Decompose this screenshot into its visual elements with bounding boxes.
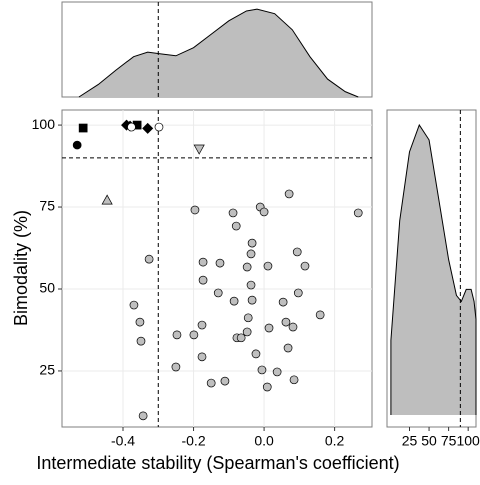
- point: [213, 288, 223, 298]
- point: [136, 336, 146, 346]
- x-tick-label: 0.2: [325, 433, 345, 449]
- point: [300, 261, 310, 271]
- point: [353, 208, 363, 218]
- point: [246, 280, 256, 290]
- point: [189, 330, 199, 340]
- point: [198, 257, 208, 267]
- panel: [61, 109, 373, 428]
- point: [206, 378, 216, 388]
- y-tick-label: 100: [32, 116, 56, 132]
- point: [154, 122, 164, 132]
- y-axis-title: Bimodality (%): [11, 210, 31, 326]
- point: [220, 376, 230, 386]
- point: [283, 343, 293, 353]
- point: [259, 207, 269, 217]
- point: [127, 122, 136, 132]
- point: [247, 238, 257, 248]
- point: [264, 323, 274, 333]
- point: [229, 296, 239, 306]
- density-area: [78, 9, 359, 97]
- x-tick-label: -0.2: [181, 433, 205, 449]
- y-tick-label: 75: [39, 198, 55, 214]
- point: [172, 330, 182, 340]
- point: [289, 375, 299, 385]
- point: [228, 208, 238, 218]
- x-tick-label: 0.0: [254, 433, 274, 449]
- density-line: [78, 8, 359, 98]
- point: [288, 322, 298, 332]
- point: [247, 295, 257, 305]
- point: [72, 140, 82, 150]
- point: [231, 221, 241, 231]
- point: [242, 327, 252, 337]
- point: [272, 367, 282, 377]
- point: [246, 249, 256, 259]
- point: [251, 349, 261, 359]
- point: [242, 262, 252, 272]
- x-tick-label: -0.4: [111, 433, 135, 449]
- point: [197, 352, 207, 362]
- y-tick-label: 50: [39, 280, 55, 296]
- x-tick-label: 100: [456, 433, 480, 449]
- x-tick-label: 75: [441, 433, 457, 449]
- point: [278, 297, 288, 307]
- point: [78, 123, 88, 133]
- point: [190, 205, 200, 215]
- point: [142, 122, 154, 134]
- point: [144, 254, 154, 264]
- density-area: [390, 124, 476, 416]
- density-line: [390, 123, 477, 416]
- point: [171, 362, 181, 372]
- point: [257, 365, 267, 375]
- y-tick-label: 25: [39, 362, 55, 378]
- point: [263, 261, 273, 271]
- point: [135, 317, 145, 327]
- point: [262, 382, 272, 392]
- x-tick-label: 25: [402, 433, 418, 449]
- x-axis-title: Intermediate stability (Spearman's coeff…: [36, 453, 399, 473]
- point: [236, 333, 246, 343]
- point: [243, 313, 253, 323]
- point: [292, 247, 302, 257]
- x-tick-label: 50: [421, 433, 437, 449]
- point: [198, 275, 208, 285]
- point: [193, 144, 205, 155]
- point: [215, 258, 225, 268]
- point: [138, 411, 148, 421]
- point: [129, 300, 139, 310]
- point: [197, 320, 207, 330]
- point: [284, 189, 294, 199]
- point: [101, 194, 113, 205]
- point: [293, 288, 303, 298]
- point: [315, 310, 325, 320]
- point: [281, 317, 291, 327]
